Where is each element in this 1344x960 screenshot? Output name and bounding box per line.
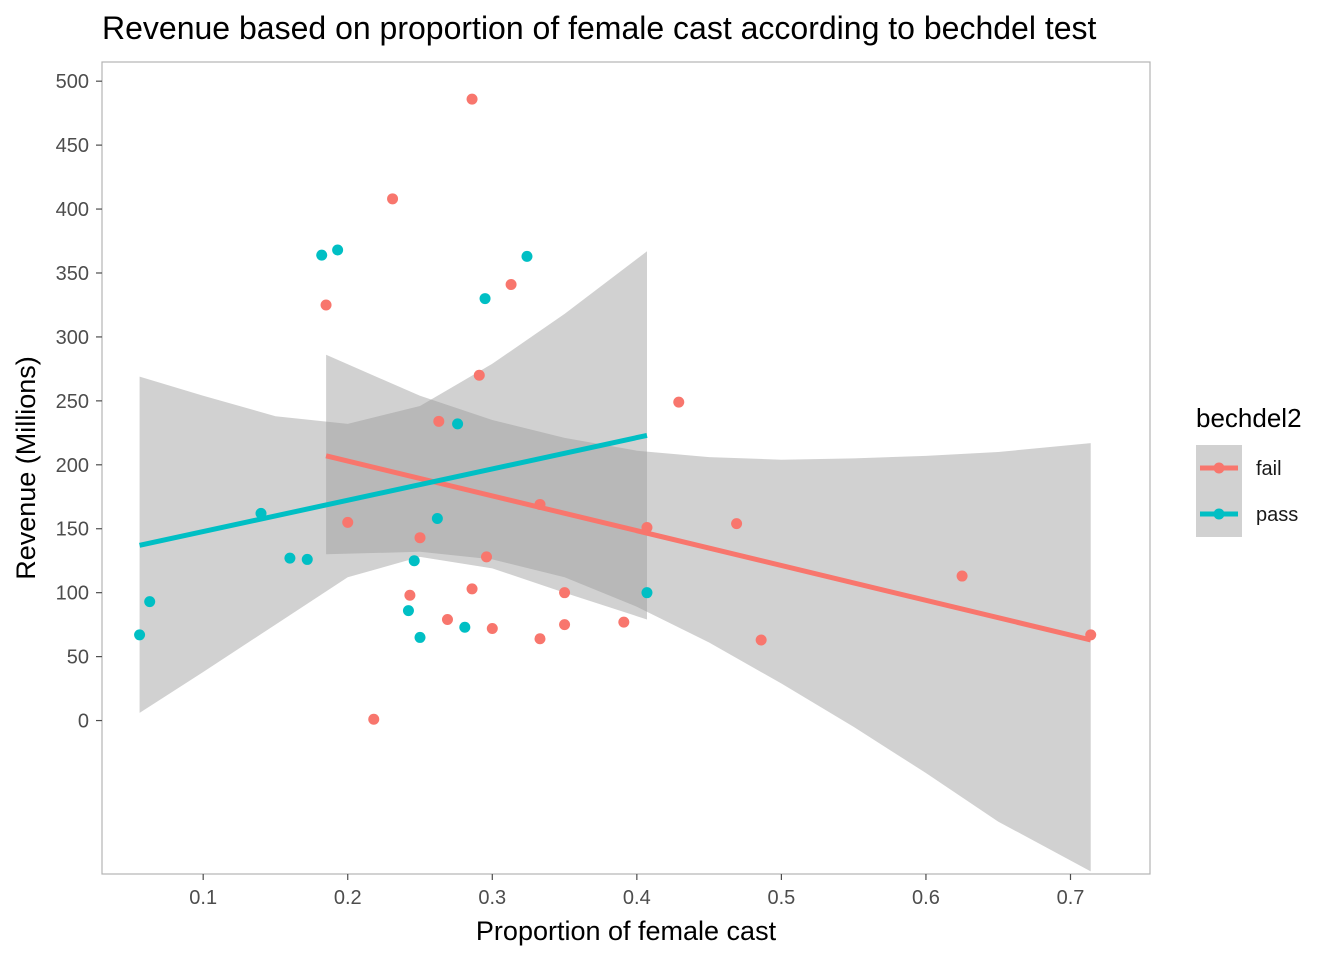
point-pass	[316, 249, 328, 261]
point-fail	[342, 516, 354, 528]
legend-label-pass: pass	[1256, 504, 1298, 526]
x-tick-label: 0.3	[478, 887, 506, 909]
point-pass	[134, 629, 146, 641]
x-tick-label: 0.5	[767, 887, 795, 909]
fit-line-pass	[139, 432, 648, 548]
ribbon-fail	[326, 354, 1091, 872]
point-fail	[481, 551, 493, 563]
chart-title: Revenue based on proportion of female ca…	[102, 10, 1097, 46]
point-fail	[731, 518, 743, 530]
x-tick-label: 0.1	[189, 887, 217, 909]
y-tick-label: 300	[56, 327, 89, 349]
y-tick-label: 450	[56, 135, 89, 157]
point-pass	[144, 596, 156, 608]
point-pass	[431, 513, 443, 525]
legend-key-dot	[1213, 462, 1225, 474]
y-axis: 0 50 100 150 200 250 300 350 400 450 500	[56, 71, 102, 733]
point-pass	[284, 552, 296, 564]
point-fail	[387, 193, 399, 205]
point-fail	[414, 532, 426, 544]
legend: bechdel2 fail pass	[1196, 403, 1302, 537]
y-tick-label: 350	[56, 263, 89, 285]
confidence-ribbons	[139, 251, 1091, 872]
point-fail	[673, 396, 685, 408]
point-fail	[534, 633, 546, 645]
fit-line-fail	[325, 453, 1092, 643]
legend-label-fail: fail	[1256, 458, 1282, 480]
legend-title: bechdel2	[1196, 403, 1302, 433]
point-fail	[1085, 629, 1097, 641]
y-tick-label: 250	[56, 391, 89, 413]
point-fail	[404, 589, 416, 601]
x-tick-label: 0.7	[1057, 887, 1085, 909]
point-fail	[441, 614, 453, 626]
point-fail	[559, 587, 571, 599]
point-fail	[473, 369, 485, 381]
point-fail	[486, 622, 498, 634]
plot-panel	[101, 61, 1151, 875]
ribbon-pass	[139, 251, 647, 713]
point-pass	[402, 605, 414, 617]
point-pass	[255, 507, 267, 519]
y-tick-label: 500	[56, 71, 89, 93]
point-pass	[301, 553, 313, 565]
point-pass	[479, 293, 491, 305]
y-axis-title: Revenue (Millions)	[11, 356, 41, 580]
point-fail	[466, 93, 478, 105]
point-fail	[641, 521, 653, 533]
point-pass	[414, 631, 426, 643]
point-fail	[505, 279, 517, 291]
legend-keys: fail pass	[1196, 445, 1298, 537]
x-tick-label: 0.6	[912, 887, 940, 909]
point-fail	[956, 570, 968, 582]
point-fail	[466, 583, 478, 595]
point-fail	[534, 498, 546, 510]
point-fail	[433, 415, 445, 427]
point-pass	[332, 244, 344, 256]
point-pass	[408, 555, 420, 567]
y-tick-label: 200	[56, 455, 89, 477]
point-pass	[641, 587, 653, 599]
x-axis: 0.1 0.2 0.3 0.4 0.5 0.6 0.7	[189, 874, 1084, 909]
y-tick-label: 0	[78, 711, 89, 733]
point-pass	[452, 418, 464, 430]
point-fail	[320, 299, 332, 311]
legend-key-dot	[1213, 508, 1225, 520]
fit-lines	[139, 432, 1092, 643]
point-fail	[368, 713, 380, 725]
x-tick-label: 0.4	[623, 887, 651, 909]
x-axis-title: Proportion of female cast	[476, 916, 777, 946]
y-tick-label: 400	[56, 199, 89, 221]
y-tick-label: 150	[56, 519, 89, 541]
point-pass	[459, 621, 471, 633]
point-pass	[521, 250, 533, 262]
x-tick-label: 0.2	[334, 887, 362, 909]
y-tick-label: 100	[56, 583, 89, 605]
point-fail	[755, 634, 767, 646]
point-fail	[618, 616, 630, 628]
y-tick-label: 50	[67, 647, 89, 669]
data-points	[134, 93, 1097, 725]
point-fail	[559, 619, 571, 631]
